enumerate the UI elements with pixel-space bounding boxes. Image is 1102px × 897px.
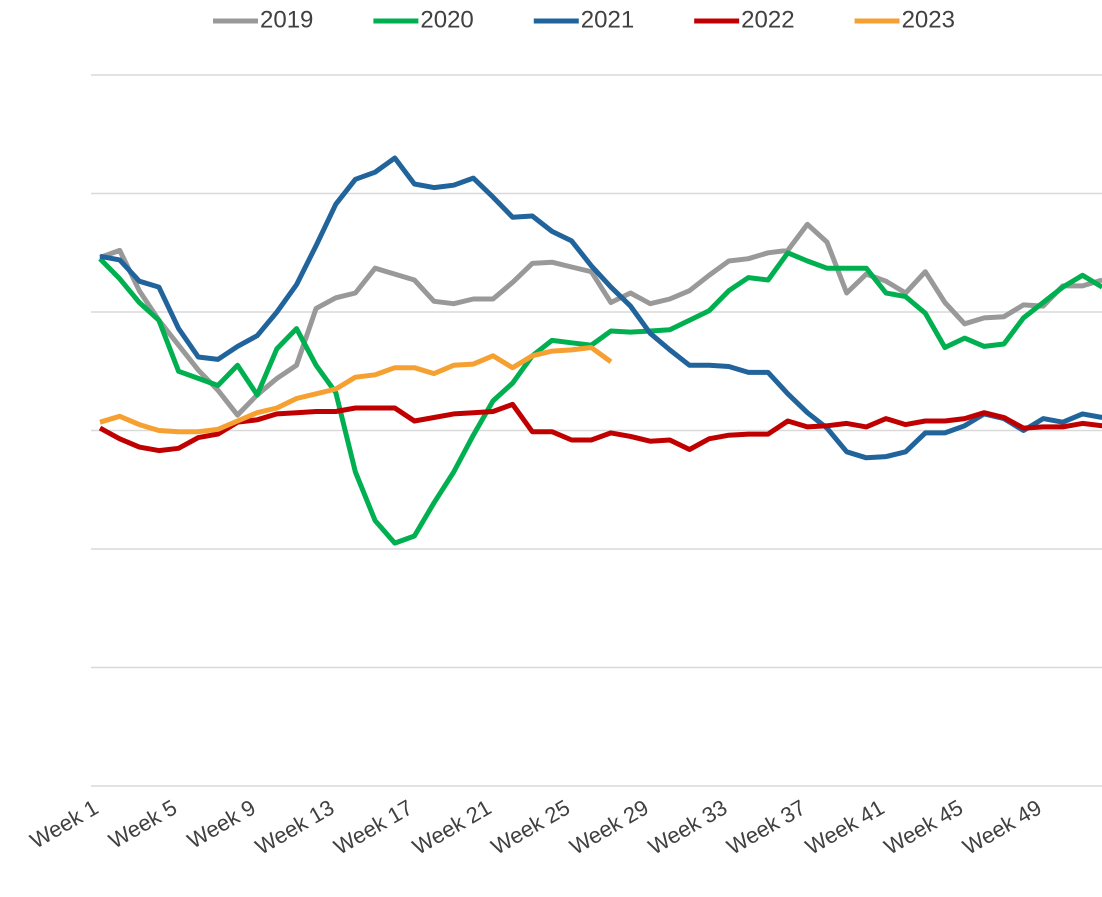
x-tick-label: Week 37 xyxy=(723,795,810,860)
series-line xyxy=(99,155,1102,461)
x-tick-label: Week 33 xyxy=(644,795,731,860)
legend-label: 2022 xyxy=(741,6,794,33)
series-line xyxy=(98,401,1102,454)
series-line xyxy=(98,250,1102,546)
x-tick-label: Week 9 xyxy=(183,795,260,854)
x-tick-label: Week 45 xyxy=(880,795,967,860)
x-tick-label: Week 1 xyxy=(26,795,103,854)
legend-label: 2023 xyxy=(902,6,955,33)
series-line xyxy=(99,345,613,435)
x-tick-label: Week 29 xyxy=(565,795,652,860)
x-tick-label: Week 21 xyxy=(408,795,495,860)
x-tick-label: Week 25 xyxy=(487,795,574,860)
x-tick-label: Week 17 xyxy=(330,795,417,860)
legend-label: 2021 xyxy=(581,6,634,33)
x-tick-label: Week 41 xyxy=(801,795,888,860)
x-tick-label: Week 13 xyxy=(251,795,338,860)
legend-label: 2019 xyxy=(260,6,313,33)
series-line xyxy=(99,221,1102,418)
x-tick-label: Week 5 xyxy=(104,795,181,854)
legend-label: 2020 xyxy=(420,6,473,33)
x-tick-label: Week 49 xyxy=(958,795,1045,860)
